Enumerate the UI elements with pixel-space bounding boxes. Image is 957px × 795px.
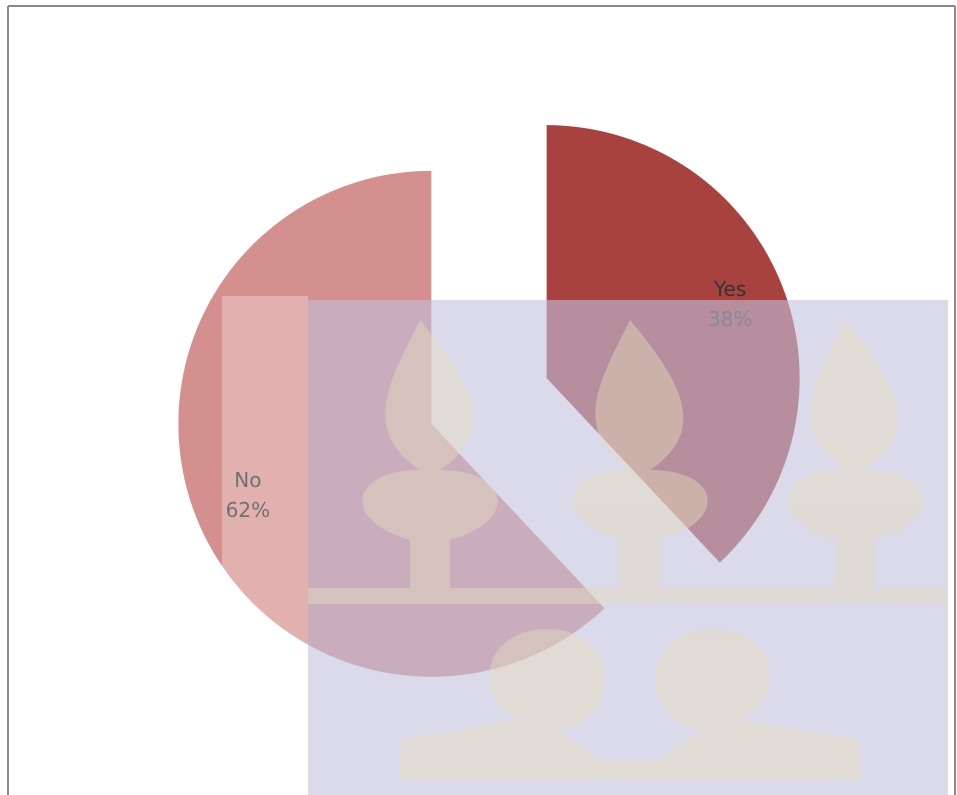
watermark-emblem: [308, 320, 948, 780]
emblem-leaf: [572, 320, 708, 588]
emblem-leaf: [787, 320, 923, 588]
slice-label: Yes: [713, 277, 746, 301]
watermark: [222, 296, 948, 795]
emblem-scroll: [400, 629, 860, 780]
emblem-leaf: [362, 320, 498, 588]
slice-label: No: [234, 468, 261, 492]
frame: [7, 5, 956, 795]
emblem-bar: [308, 588, 948, 604]
slice-value-label: 62%: [226, 498, 270, 522]
watermark-strip: [222, 296, 308, 795]
watermark-panel: [308, 300, 948, 795]
